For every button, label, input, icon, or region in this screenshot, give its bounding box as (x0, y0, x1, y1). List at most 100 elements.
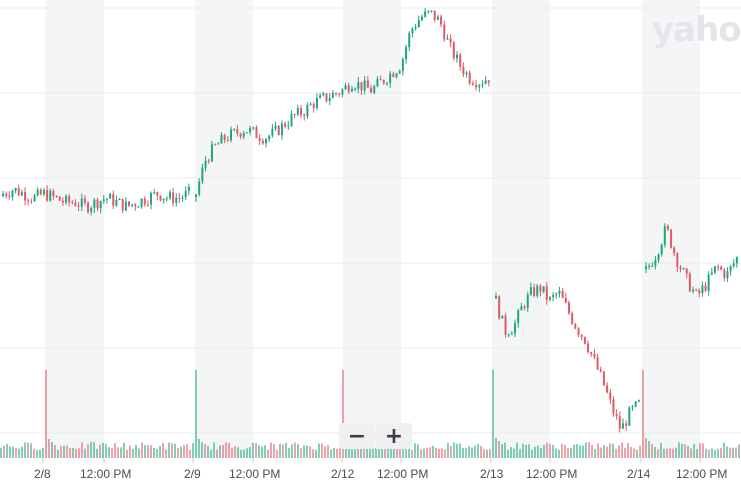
volume-bar (573, 444, 575, 458)
volume-bar (228, 442, 230, 458)
volume-bar (432, 445, 434, 458)
volume-bar (699, 443, 701, 458)
x-tick-label: 2/8 (34, 467, 51, 481)
candle-body (726, 271, 729, 279)
zoom-in-button[interactable]: + (376, 423, 412, 449)
candle-body (645, 266, 647, 269)
volume-bar (327, 445, 329, 458)
session-shade-band (195, 0, 253, 458)
candle-body (571, 313, 574, 324)
candle-body (265, 139, 268, 144)
volume-bar (201, 442, 203, 458)
volume-bar (102, 442, 104, 458)
volume-bar (84, 448, 86, 458)
candle-body (634, 401, 637, 407)
volume-bar (669, 448, 671, 458)
volume-bar (0, 447, 2, 458)
candle-body (698, 290, 701, 294)
candle-body (24, 192, 27, 201)
candle-body (58, 196, 61, 201)
candle-body (651, 265, 654, 267)
volume-bar (549, 443, 551, 458)
volume-bar (684, 444, 686, 458)
volume-bar (411, 449, 413, 458)
candle-body (487, 80, 490, 83)
volume-bar (393, 448, 395, 458)
candle-body (112, 194, 115, 206)
candle-body (552, 294, 555, 298)
candle-body (172, 192, 175, 204)
volume-bar (123, 442, 125, 458)
volume-bar (195, 370, 197, 458)
candle-body (271, 128, 274, 136)
candle-body (210, 144, 213, 162)
session-shade-band (492, 0, 550, 458)
candle-body (673, 247, 676, 254)
candle-body (577, 328, 580, 335)
candle-body (61, 200, 64, 203)
volume-bar (249, 447, 251, 458)
candle-body (118, 198, 121, 200)
candle-body (443, 24, 446, 40)
volume-bar (174, 443, 176, 458)
candle-body (46, 189, 49, 201)
candle-body (732, 263, 735, 267)
volume-bar (120, 447, 122, 458)
volume-bar (627, 443, 629, 458)
candle-body (615, 413, 618, 417)
candle-body (514, 323, 517, 334)
volume-bar (216, 449, 218, 458)
volume-bar (198, 439, 200, 458)
volume-bar (612, 443, 614, 458)
candle-body (233, 129, 236, 131)
candle-body (475, 84, 478, 88)
candle-body (717, 266, 720, 268)
volume-bar (360, 443, 362, 458)
candle-body (300, 107, 303, 116)
candle-body (5, 193, 8, 196)
volume-bar (558, 449, 560, 458)
volume-bar (552, 444, 554, 458)
candle-body (121, 198, 124, 211)
candle-body (344, 85, 347, 90)
x-tick-label: 2/9 (184, 467, 201, 481)
candle-body (239, 133, 242, 137)
volume-bar (636, 449, 638, 458)
volume-bar (333, 448, 335, 458)
volume-bar (429, 447, 431, 458)
volume-bar (675, 447, 677, 458)
volume-bar (501, 444, 503, 458)
volume-bar (165, 449, 167, 458)
volume-bar (63, 445, 65, 458)
x-tick-label: 12:00 PM (377, 467, 429, 481)
candle-body (181, 197, 184, 199)
volume-bar (585, 442, 587, 458)
candle-body (328, 98, 331, 101)
volume-bar (93, 442, 95, 458)
candle-body (405, 47, 408, 60)
volume-bar (651, 444, 653, 458)
candle-body (596, 357, 599, 370)
volume-bar (663, 448, 665, 458)
candle-body (2, 193, 4, 197)
volume-bar (378, 444, 380, 458)
candle-body (507, 334, 510, 336)
volume-bar (690, 448, 692, 458)
volume-bar (213, 442, 215, 458)
candle-body (510, 333, 513, 335)
volume-bar (291, 444, 293, 458)
zoom-out-button[interactable]: − (339, 423, 375, 449)
volume-bar (645, 438, 647, 458)
candle-body (637, 400, 640, 402)
volume-bar (54, 445, 56, 458)
volume-bar (252, 442, 254, 458)
volume-bar (567, 448, 569, 458)
candle-body (331, 93, 334, 99)
x-tick-label: 2/14 (627, 467, 651, 481)
volume-bar (423, 448, 425, 458)
candle-body (555, 293, 558, 295)
candle-body (128, 201, 130, 206)
volume-bar (258, 445, 260, 458)
volume-bar (633, 448, 635, 458)
